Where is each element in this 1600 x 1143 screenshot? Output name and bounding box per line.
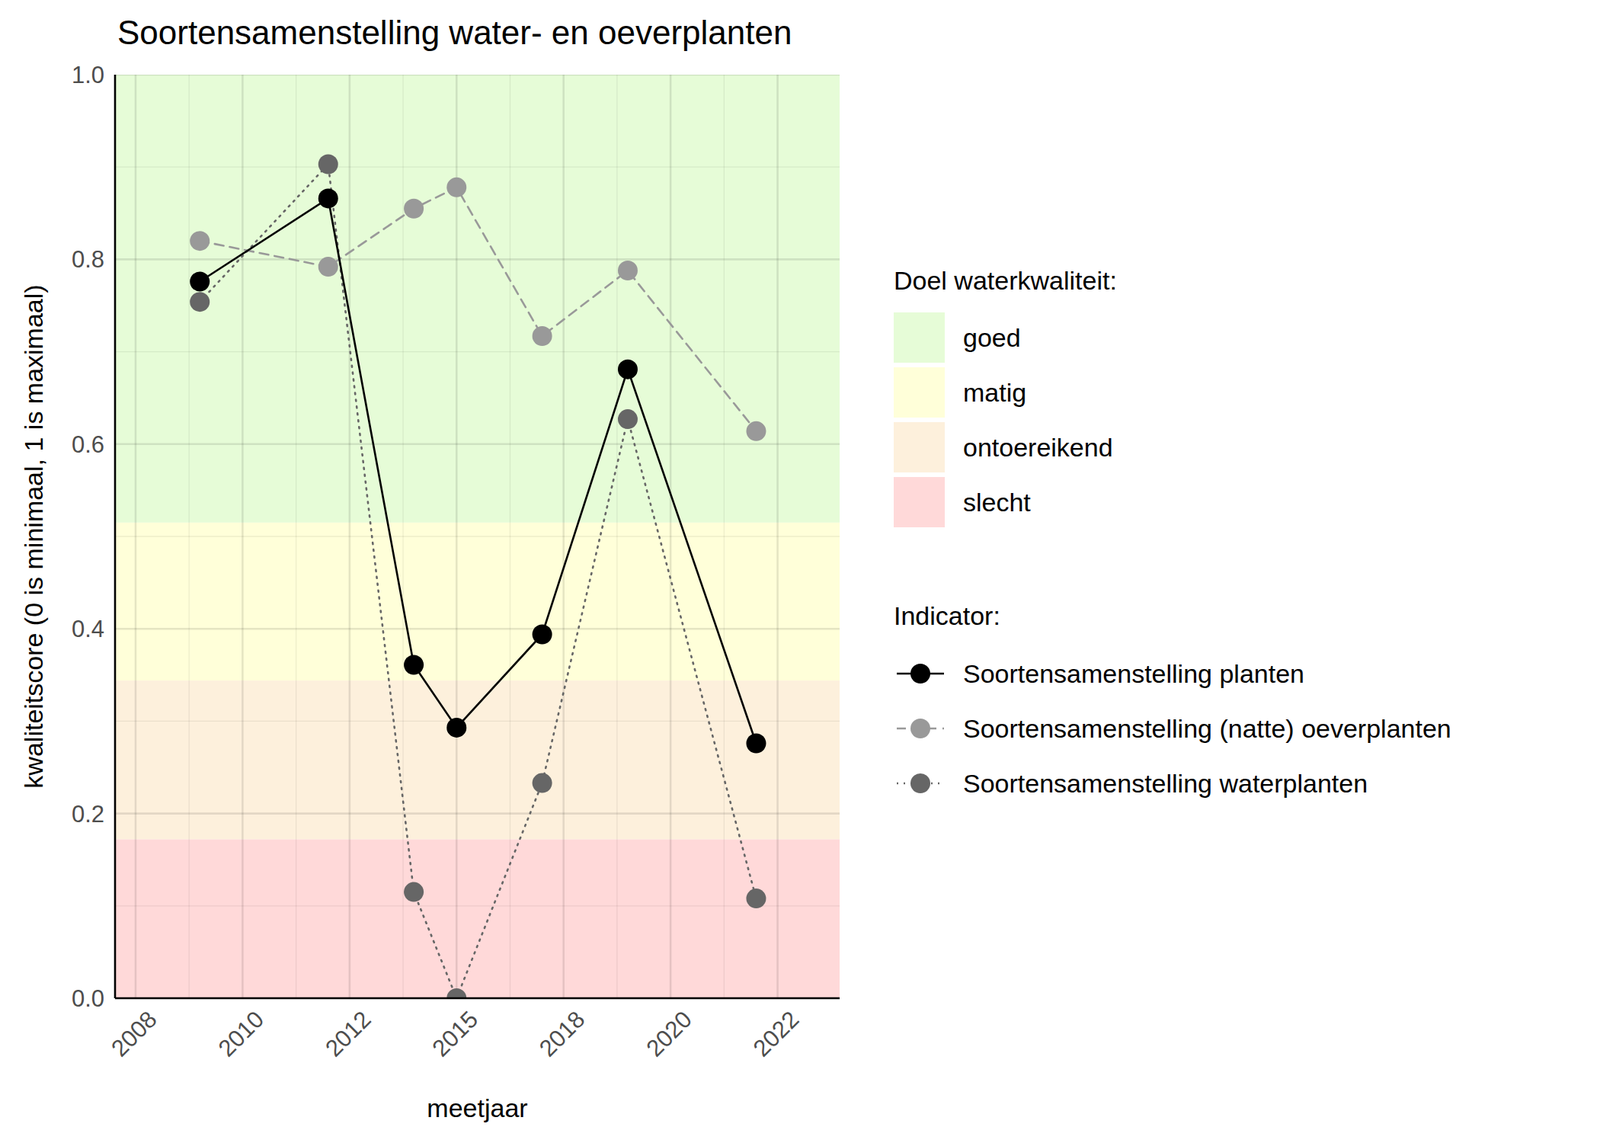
- grid-line: [562, 74, 565, 999]
- y-axis-title: kwaliteitscore (0 is minimaal, 1 is maxi…: [19, 284, 48, 788]
- legend-key: [893, 422, 945, 473]
- legend-key: [910, 773, 931, 794]
- line: [199, 164, 756, 999]
- minor-grid-line: [402, 74, 404, 999]
- point: [617, 359, 638, 380]
- minor-grid-line: [509, 74, 511, 999]
- band: [115, 522, 840, 681]
- legend-label: ontoereikend: [963, 432, 1114, 462]
- legend-label: slecht: [963, 487, 1031, 517]
- legend-label: matig: [963, 377, 1027, 407]
- series: [189, 154, 766, 999]
- band: [115, 74, 840, 523]
- grid-line: [241, 74, 244, 999]
- point: [745, 421, 766, 442]
- grid-line: [115, 997, 840, 999]
- y-tick-label: 0.2: [71, 800, 105, 828]
- y-tick-label: 0.8: [71, 246, 105, 273]
- legend-title: Doel waterkwaliteit:: [893, 265, 1117, 295]
- x-tick-label: 2022: [748, 1005, 805, 1063]
- line: [199, 187, 756, 432]
- grid-line: [115, 74, 840, 76]
- x-tick-label: 2020: [640, 1005, 698, 1063]
- x-tick-label: 2015: [427, 1005, 484, 1063]
- legend-label: Soortensamenstelling (natte) oeverplante…: [963, 713, 1452, 743]
- minor-grid-line: [295, 74, 297, 999]
- point: [745, 732, 766, 753]
- line: [199, 198, 756, 743]
- point: [403, 654, 424, 675]
- x-axis-line: [115, 997, 840, 1000]
- grid-line: [115, 812, 840, 815]
- point: [403, 198, 424, 219]
- legend-key: [893, 476, 945, 528]
- series: [189, 188, 766, 753]
- legend-title: Indicator:: [893, 601, 1001, 631]
- minor-grid-line: [616, 74, 618, 999]
- y-tick-label: 0.0: [71, 985, 105, 1012]
- point: [446, 177, 467, 198]
- point: [617, 409, 638, 429]
- grid-line: [134, 74, 138, 999]
- point: [318, 188, 339, 208]
- legend-label: goed: [963, 323, 1021, 352]
- chart: Soortensamenstelling water- en oeverplan…: [0, 0, 1600, 1143]
- legend-key: [910, 663, 931, 684]
- legend-key: [893, 367, 945, 418]
- grid-line: [115, 442, 840, 445]
- point: [189, 271, 210, 292]
- x-tick-label: 2008: [105, 1005, 163, 1063]
- x-tick-label: 2018: [534, 1005, 591, 1063]
- minor-grid-line: [115, 720, 840, 722]
- point: [446, 988, 467, 999]
- point: [403, 882, 424, 903]
- title: Soortensamenstelling water- en oeverplan…: [117, 13, 792, 52]
- point: [318, 154, 339, 175]
- minor-grid-line: [115, 166, 840, 168]
- x-tick-label: 2010: [213, 1005, 270, 1063]
- point: [446, 717, 467, 738]
- plot-area: [115, 74, 840, 999]
- point: [617, 260, 638, 281]
- legend-key: [910, 718, 931, 739]
- legend-label: Soortensamenstelling waterplanten: [963, 768, 1368, 798]
- grid-line: [115, 627, 840, 631]
- grid-line: [776, 74, 779, 999]
- x-tick-label: 2012: [320, 1005, 377, 1063]
- minor-grid-line: [723, 74, 725, 999]
- legend: Doel waterkwaliteit: goed matig ontoereiken…: [893, 265, 1452, 798]
- series: [189, 177, 766, 442]
- point: [532, 326, 553, 346]
- y-axis-line: [114, 74, 117, 999]
- point: [189, 291, 210, 312]
- y-tick-label: 0.4: [71, 615, 105, 643]
- y-tick-label: 1.0: [71, 61, 105, 89]
- y-tick-label: 0.6: [71, 431, 105, 458]
- minor-grid-line: [188, 74, 190, 999]
- x-axis-title: meetjaar: [426, 1093, 528, 1123]
- minor-grid-line: [115, 535, 840, 537]
- point: [532, 624, 553, 644]
- legend-key: [893, 312, 945, 363]
- point: [318, 256, 339, 277]
- point: [532, 773, 553, 794]
- minor-grid-line: [115, 905, 840, 906]
- point: [745, 888, 766, 909]
- legend-label: Soortensamenstelling planten: [963, 659, 1305, 688]
- grid-line: [348, 74, 352, 999]
- grid-line: [455, 74, 458, 999]
- grid-line: [669, 74, 672, 999]
- minor-grid-line: [115, 351, 840, 352]
- band: [115, 839, 840, 999]
- point: [189, 230, 210, 251]
- grid-line: [115, 258, 840, 261]
